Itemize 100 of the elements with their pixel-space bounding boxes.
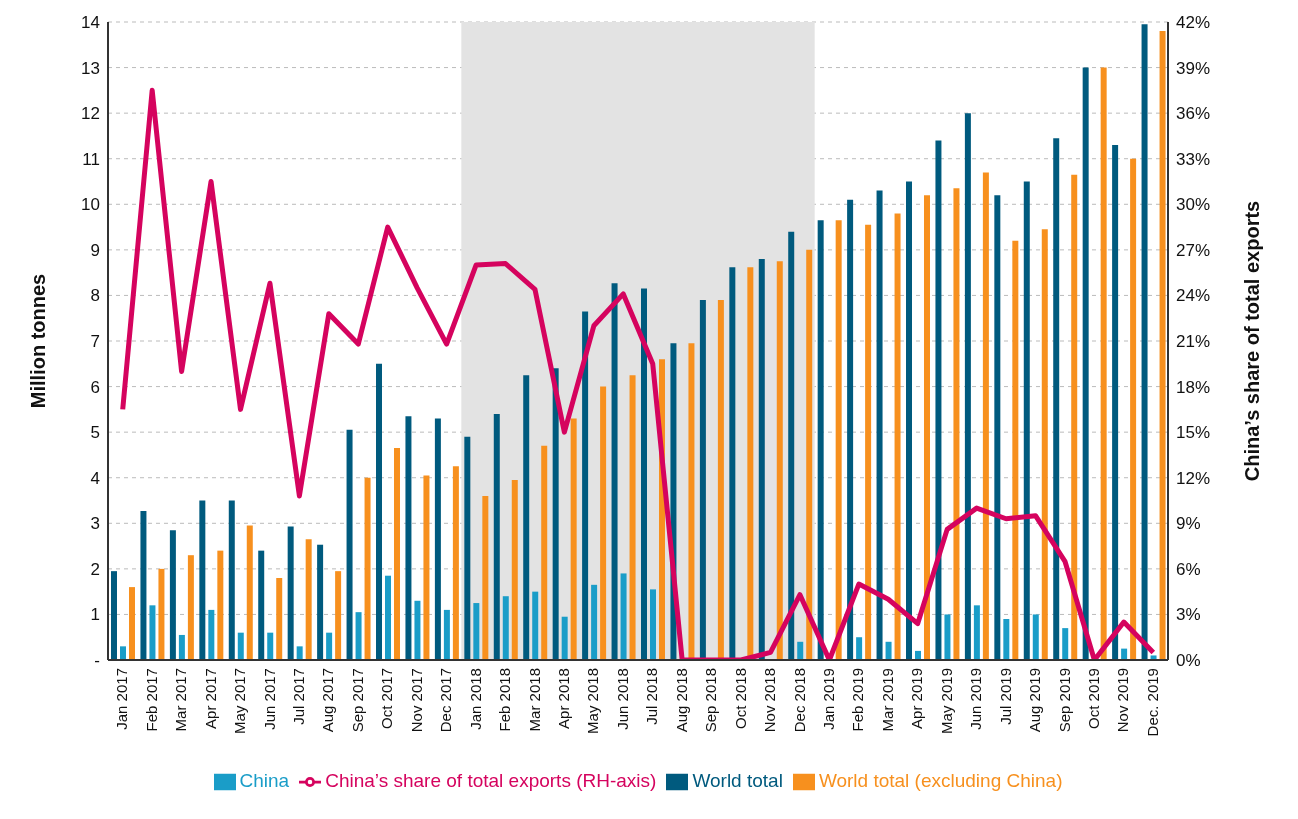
bar [1141, 24, 1148, 661]
legend-label: China’s share of total exports (RH-axis) [325, 770, 657, 792]
bar [482, 495, 489, 661]
x-tick-label: Nov 2017 [407, 668, 425, 733]
x-tick-label: Sep 2018 [702, 668, 720, 733]
x-tick-label: Apr 2019 [908, 668, 926, 729]
bar [246, 525, 253, 661]
y2-tick-label: 0% [1176, 651, 1201, 671]
bar [317, 544, 324, 661]
y-axis-title: Million tonnes [27, 273, 50, 409]
x-tick-label: Dec 2017 [437, 668, 455, 733]
x-tick-label: Feb 2017 [142, 668, 160, 732]
legend-label: World total [692, 770, 783, 792]
x-tick-label: Sep 2017 [348, 668, 366, 733]
bar [493, 413, 500, 661]
y2-tick-label: 12% [1176, 468, 1211, 488]
x-tick-label: Jan 2018 [466, 668, 484, 730]
bar [806, 249, 813, 661]
x-tick-label: Oct 2019 [1085, 668, 1103, 729]
x-tick-label: Apr 2018 [555, 668, 573, 729]
y-tick-label: 14 [81, 13, 100, 33]
y-tick-label: 3 [90, 514, 100, 534]
bar [140, 510, 147, 661]
y2-tick-label: 24% [1176, 286, 1211, 306]
bar [876, 190, 883, 661]
y2-tick-label: 36% [1176, 104, 1211, 124]
y-tick-label: 10 [81, 195, 100, 215]
bar [237, 632, 244, 661]
bar [1071, 174, 1078, 661]
bar [405, 416, 412, 661]
y-tick-label: 2 [90, 559, 100, 579]
y-tick-label: 7 [90, 332, 100, 352]
bar [169, 530, 176, 661]
bar [346, 429, 353, 661]
x-tick-label: Feb 2019 [849, 668, 867, 732]
bar [258, 550, 265, 661]
bar [994, 195, 1001, 661]
y2-tick-label: 39% [1176, 58, 1211, 78]
bar [129, 587, 135, 661]
x-tick-label: Feb 2018 [496, 668, 514, 732]
y2-tick-label: 18% [1176, 377, 1211, 397]
bar [561, 616, 568, 661]
bar [355, 612, 362, 661]
x-tick-label: Aug 2018 [672, 668, 690, 733]
y-tick-label: 9 [90, 240, 100, 260]
x-tick-label: Jul 2018 [643, 668, 661, 725]
y-tick-label: 5 [90, 423, 100, 443]
bar [1041, 229, 1048, 661]
bar [1112, 145, 1119, 661]
y2-tick-label: 33% [1176, 149, 1211, 169]
y-tick-label: - [94, 651, 100, 671]
x-tick-label: Mar 2019 [878, 668, 896, 732]
bar [885, 641, 892, 661]
x-tick-label: Aug 2019 [1026, 668, 1044, 733]
bar [532, 591, 539, 661]
bar [305, 539, 312, 661]
y-tick-label: 8 [90, 286, 100, 306]
bar [434, 418, 441, 661]
bar [473, 603, 480, 661]
y2-tick-label: 42% [1176, 13, 1211, 33]
bar [414, 600, 421, 661]
bar [187, 555, 194, 661]
bar [717, 299, 724, 661]
bar [276, 577, 283, 661]
bar [847, 199, 854, 661]
bar [953, 188, 960, 661]
bar [729, 267, 736, 661]
bar [149, 605, 156, 661]
x-tick-label: May 2018 [584, 668, 602, 734]
bar [620, 573, 627, 661]
bar [511, 480, 518, 661]
y2-tick-label: 9% [1176, 514, 1201, 534]
bar [1062, 628, 1069, 661]
bar [817, 220, 824, 661]
x-tick-label: Jul 2017 [290, 668, 308, 725]
bar [267, 632, 274, 661]
y-tick-label: 4 [90, 468, 100, 488]
bar [894, 213, 901, 661]
bar [199, 500, 206, 661]
y-tick-label: 13 [81, 58, 100, 78]
bar [611, 283, 618, 661]
bar [178, 634, 185, 661]
bar [629, 375, 636, 661]
bar [523, 375, 530, 661]
bar [1012, 240, 1019, 661]
bar [1032, 614, 1039, 661]
bar [296, 646, 303, 661]
x-tick-label: Jul 2019 [996, 668, 1014, 725]
x-tick-label: Jan 2019 [820, 668, 838, 730]
y-tick-label: 12 [81, 104, 100, 124]
x-tick-label: Sep 2019 [1055, 668, 1073, 733]
y-tick-label: 6 [90, 377, 100, 397]
x-tick-label: Jan 2017 [113, 668, 131, 730]
bar [443, 609, 450, 661]
bar [650, 589, 656, 661]
bar [287, 526, 294, 661]
bar [835, 220, 842, 661]
bar [394, 448, 400, 661]
x-tick-label: Mar 2018 [525, 668, 543, 732]
bar [797, 641, 804, 661]
